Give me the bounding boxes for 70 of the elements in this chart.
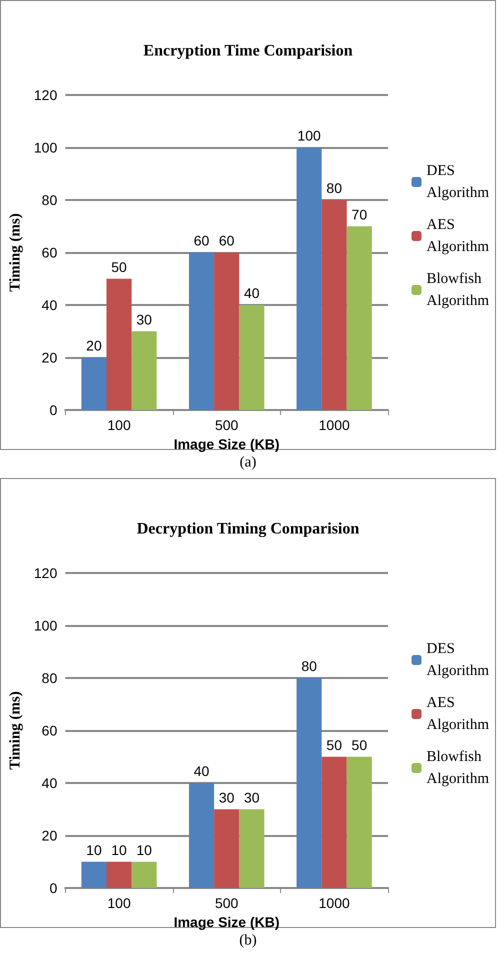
data-label: 50 [111,258,128,275]
data-label: 30 [136,311,152,328]
bar [346,226,372,410]
y-tick-label: 100 [34,140,58,156]
data-label: 80 [301,658,318,674]
x-axis-title: Image Size (KB) [174,914,280,930]
y-tick-label: 20 [42,350,58,366]
legend-label: DES Algorithm [426,641,490,679]
data-label: 40 [194,763,210,779]
data-label: 60 [194,232,210,248]
data-label: 20 [86,338,102,354]
text: (a) [240,454,256,470]
data-label: 70 [352,206,368,222]
legend-label: AES Algorithm [426,695,490,733]
y-tick-label: 120 [34,87,58,103]
x-tick-label: 500 [214,417,239,433]
bar [106,278,132,410]
y-axis-title: Timing (ms) [8,691,24,770]
bar [188,783,214,888]
data-label: 80 [326,180,342,196]
bar [188,252,214,410]
chart-title: Decryption Timing Comparision [136,520,360,538]
bar [346,756,372,888]
data-label: 50 [326,736,342,753]
x-tick-label: 500 [214,895,239,911]
y-tick-label: 100 [34,618,58,634]
bar [81,358,106,410]
legend-label: AES Algorithm [426,217,490,255]
bar [132,331,157,410]
bar [81,862,106,888]
bar [322,756,347,888]
data-label: 30 [244,789,260,806]
x-tick-label: 100 [107,895,131,911]
bar [296,148,322,410]
data-label: 60 [218,232,235,248]
y-tick-label: 40 [42,775,58,791]
y-tick-label: 0 [49,880,58,896]
data-label: 100 [297,128,321,144]
bar [214,252,240,410]
x-tick-label: 1000 [318,417,350,433]
y-tick-label: 120 [34,565,58,581]
legend-label: Blowfish Algorithm [426,271,490,309]
data-label: 10 [136,842,152,858]
bar [106,862,132,888]
y-tick-label: 0 [49,402,58,418]
legend-label: DES Algorithm [426,163,490,201]
bar [296,678,322,888]
y-tick-label: 60 [42,722,58,738]
y-tick-label: 40 [42,297,58,313]
y-tick-label: 80 [42,670,58,686]
data-label: 30 [218,789,235,806]
bar [239,809,264,888]
bar [214,809,240,888]
data-label: 10 [111,842,128,858]
text: (b) [239,932,257,948]
bar [322,200,347,410]
x-tick-label: 1000 [318,895,350,911]
bar [239,305,264,410]
y-tick-label: 60 [42,244,58,260]
y-axis-title: Timing (ms) [8,213,24,292]
bar [132,862,157,888]
data-label: 10 [86,842,102,858]
y-tick-label: 20 [42,828,58,844]
data-label: 40 [244,285,260,301]
data-label: 50 [352,736,368,753]
chart-title: Encryption Time Comparision [143,42,353,60]
x-tick-label: 100 [107,417,131,433]
legend-label: Blowfish Algorithm [426,749,490,787]
y-tick-label: 80 [42,192,58,208]
x-axis-title: Image Size (KB) [174,436,280,452]
